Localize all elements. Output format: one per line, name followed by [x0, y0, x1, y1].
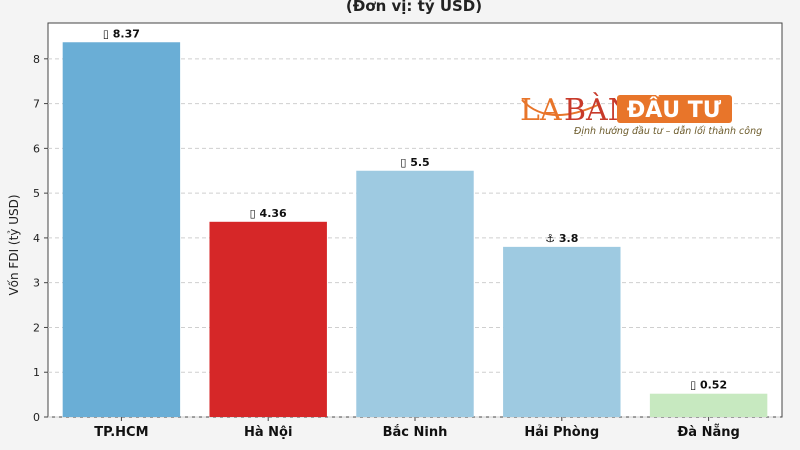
bar-2: [356, 170, 474, 417]
y-tick-label: 2: [33, 321, 40, 334]
y-axis-ticks: 0 1 2 3 4 5 6 7 8: [33, 53, 48, 424]
y-tick-label: 0: [33, 411, 40, 424]
category-labels: TP.HCM Hà Nội Bắc Ninh Hải Phòng Đà Nẵng: [94, 417, 740, 440]
y-axis-label: Vốn FDI (tỷ USD): [7, 194, 21, 295]
y-tick-label: 7: [33, 98, 40, 111]
y-tick-label: 5: [33, 187, 40, 200]
y-tick-label: 8: [33, 53, 40, 66]
category-label-4: Đà Nẵng: [677, 425, 739, 440]
category-label-2: Bắc Ninh: [383, 425, 448, 440]
logo-swoosh: [521, 99, 601, 116]
bar-0: [62, 42, 181, 418]
data-label-2: ▯ 5.5: [400, 156, 429, 169]
labandautu-logo: LA BÀN ĐẦU TƯ Định hướng đầu tư – dẫn lố…: [520, 92, 762, 137]
bar-3: [503, 246, 621, 417]
bar-4: [649, 393, 768, 417]
y-tick-label: 1: [33, 366, 40, 379]
data-labels: ▯ 8.37 ▯ 4.36 ▯ 5.5 ⚓ 3.8 ▯ 0.52: [103, 27, 727, 391]
logo-tagline: Định hướng đầu tư – dẫn lối thành công: [574, 126, 762, 137]
y-tick-label: 3: [33, 277, 40, 290]
bars: [62, 42, 768, 418]
logo-badge: [617, 95, 732, 123]
data-label-1: ▯ 4.36: [250, 207, 287, 220]
y-tick-label: 4: [33, 232, 40, 245]
bar-1: [209, 221, 327, 417]
category-label-1: Hà Nội: [244, 425, 292, 440]
data-label-4: ▯ 0.52: [690, 379, 727, 392]
data-label-0: ▯ 8.37: [103, 27, 140, 40]
logo-dautu-text: ĐẦU TƯ: [627, 94, 722, 123]
data-label-3: ⚓ 3.8: [545, 232, 578, 245]
category-label-0: TP.HCM: [94, 425, 148, 440]
logo-la-text: LA: [520, 93, 562, 128]
category-label-3: Hải Phòng: [524, 425, 599, 440]
chart-subtitle: (Đơn vị: tỷ USD): [346, 0, 482, 15]
y-tick-label: 6: [33, 142, 40, 155]
